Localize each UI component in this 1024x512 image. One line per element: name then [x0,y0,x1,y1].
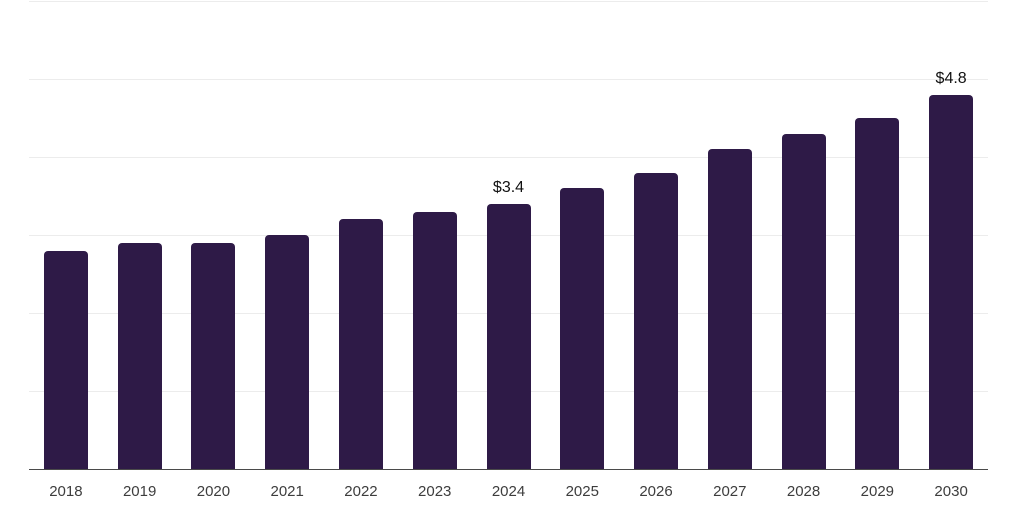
bar-2025 [560,188,605,469]
x-tick-label-2030: 2030 [934,483,968,500]
bar-2026 [634,172,679,469]
x-tick-label-2029: 2029 [860,483,895,500]
x-tick-label-2022: 2022 [344,483,378,500]
bar-2029 [855,118,900,469]
bar-2022 [338,219,383,469]
bar-2030 [929,94,974,469]
x-axis-line [29,469,988,470]
bar-2024 [486,203,531,469]
gridline [29,157,988,158]
x-tick-label-2028: 2028 [786,483,821,500]
x-tick-label-2018: 2018 [49,483,83,500]
bar-2020 [191,242,236,469]
bar-2018 [43,250,88,469]
x-tick-label-2025: 2025 [565,483,599,500]
bar-2027 [707,149,752,469]
value-label-2024: $3.4 [492,178,525,196]
gridline [29,1,988,2]
gridline [29,79,988,80]
x-tick-label-2026: 2026 [639,483,673,500]
bar-2028 [781,133,826,469]
value-label-2030: $4.8 [935,69,967,87]
bar-2019 [117,242,162,469]
x-tick-label-2019: 2019 [122,483,157,500]
bar-2023 [412,211,457,469]
bar-2021 [265,235,310,469]
x-tick-label-2021: 2021 [270,483,304,500]
x-tick-label-2023: 2023 [418,483,452,500]
x-tick-label-2024: 2024 [491,483,526,500]
x-tick-label-2027: 2027 [713,483,747,500]
x-tick-label-2020: 2020 [196,483,231,500]
